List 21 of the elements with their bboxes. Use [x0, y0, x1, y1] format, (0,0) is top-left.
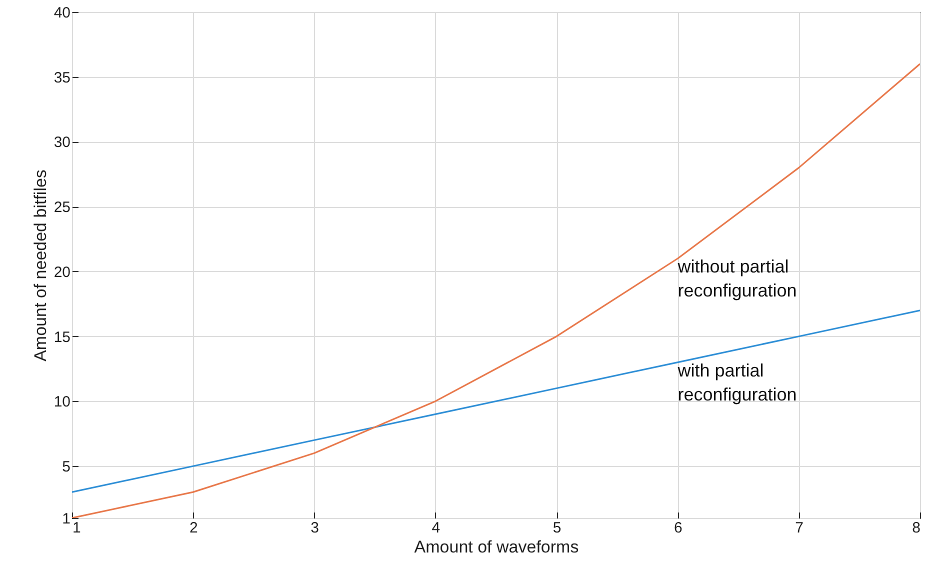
- line-series: [72, 310, 920, 493]
- y-tick-label: 15: [54, 328, 70, 346]
- x-tick-label: 7: [795, 520, 804, 536]
- y-tick-label: 35: [54, 69, 70, 86]
- y-tick-label: 20: [54, 264, 70, 281]
- y-tick-label: 30: [54, 134, 70, 152]
- x-tick-label: 5: [552, 520, 562, 536]
- y-tick-label: 10: [54, 394, 70, 411]
- x-tick-label: 8: [912, 520, 920, 536]
- x-tick-label: 6: [674, 520, 682, 536]
- x-tick-label: 2: [189, 520, 198, 536]
- x-axis-title: Amount of waveforms: [414, 538, 579, 556]
- series-label: without partial reconfiguration: [676, 256, 797, 301]
- y-axis-title: Amount of needed bitfiles: [30, 170, 50, 362]
- x-tick-label: 4: [432, 520, 440, 536]
- x-tick-label: 3: [310, 520, 319, 536]
- x-tick-label: 1: [72, 520, 81, 536]
- y-tick-label: 5: [62, 458, 70, 476]
- y-tick-label: 25: [54, 199, 70, 216]
- y-tick-label: 40: [54, 4, 70, 22]
- series-label: with partial reconfiguration: [676, 360, 797, 404]
